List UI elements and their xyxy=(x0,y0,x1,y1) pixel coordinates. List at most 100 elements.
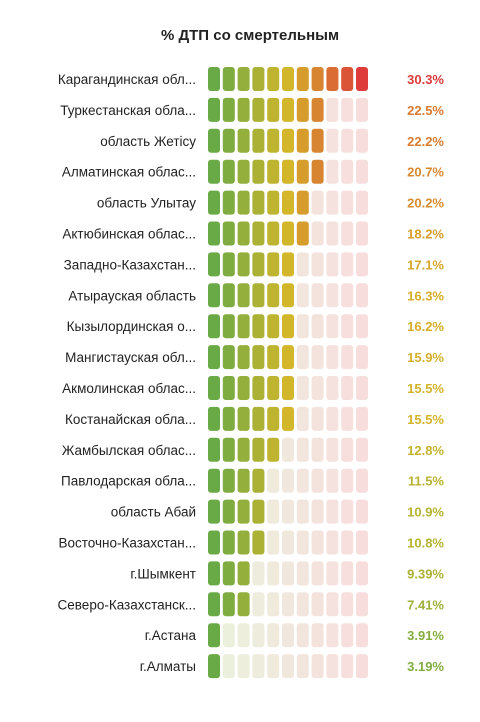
bar-cell-empty xyxy=(311,592,324,617)
bar-cell-empty xyxy=(356,314,368,339)
bar-cell-filled xyxy=(222,252,235,277)
category-label: Туркестанская обла... xyxy=(60,103,196,118)
bar-cell-empty xyxy=(237,623,250,648)
chart-row: Алматинская облас... 20.7% xyxy=(62,159,444,184)
chart-row: Мангистауская обл... 15.9% xyxy=(65,345,444,370)
bar-cell-empty xyxy=(311,314,324,339)
bar-cell-filled xyxy=(237,406,250,431)
bar-cell-filled xyxy=(252,190,265,215)
bar-cell-empty xyxy=(311,561,324,586)
bar-cell-empty xyxy=(326,345,339,370)
bar-cell-filled xyxy=(237,530,250,555)
bar-cell-empty xyxy=(356,499,368,524)
bar-cell-filled xyxy=(296,67,309,91)
bar-cell-filled xyxy=(208,345,220,370)
bar-cell-empty xyxy=(341,97,354,122)
bar-cell-filled xyxy=(208,159,220,184)
bar-cell-filled xyxy=(267,345,280,370)
chart-rows: Карагандинская обл... 30.3% Туркестанская … xyxy=(58,67,444,679)
category-label: область Улытау xyxy=(97,196,196,211)
chart-row: г.Астана 3.91% xyxy=(145,623,444,648)
bar-cell-filled xyxy=(222,314,235,339)
bar-cell-filled xyxy=(222,499,235,524)
category-label: Акмолинская облас... xyxy=(62,381,196,396)
chart-row: область Жетісу 22.2% xyxy=(100,128,444,153)
bar-cell-filled xyxy=(237,252,250,277)
bar-cell-empty xyxy=(341,128,354,153)
chart-row: Костанайская обла... 15.5% xyxy=(65,406,444,431)
value-label: 15.5% xyxy=(407,381,444,396)
bar-cell-empty xyxy=(326,592,339,617)
bar-cell-empty xyxy=(356,97,368,122)
bar-cell-empty xyxy=(326,623,339,648)
bar-cell-filled xyxy=(252,499,265,524)
chart-row: Актюбинская облас... 18.2% xyxy=(62,221,444,246)
bar-cell-filled xyxy=(267,159,280,184)
bar-cell-empty xyxy=(311,623,324,648)
bar-cell-filled xyxy=(237,283,250,308)
value-label: 18.2% xyxy=(407,227,444,242)
bar-cell-empty xyxy=(341,623,354,648)
category-label: Актюбинская облас... xyxy=(62,227,196,242)
bar-cell-filled xyxy=(282,190,294,215)
chart-row: Атырауская область 16.3% xyxy=(68,283,444,308)
bar-cell-empty xyxy=(326,468,339,493)
bar-cell-empty xyxy=(282,561,294,586)
bar-cell-filled xyxy=(222,283,235,308)
bar-cell-empty xyxy=(356,530,368,555)
bar-cell-empty xyxy=(326,314,339,339)
bar-cell-empty xyxy=(252,654,265,679)
bar-cell-empty xyxy=(341,283,354,308)
value-label: 17.1% xyxy=(407,257,444,272)
bar-cell-filled xyxy=(296,190,309,215)
bar-cell-filled xyxy=(237,499,250,524)
bar-cell-empty xyxy=(282,530,294,555)
chart-row: г.Шымкент 9.39% xyxy=(130,561,444,586)
value-label: 30.3% xyxy=(407,72,444,87)
category-label: Костанайская обла... xyxy=(65,412,196,427)
bar-cell-empty xyxy=(296,623,309,648)
bar-cell-empty xyxy=(311,437,324,462)
bar-cell-empty xyxy=(341,190,354,215)
bar-cell-filled xyxy=(208,221,220,246)
bar-cell-empty xyxy=(326,530,339,555)
bar-cell-empty xyxy=(356,283,368,308)
bar-cell-empty xyxy=(341,468,354,493)
value-label: 16.2% xyxy=(407,319,444,334)
bar-cell-empty xyxy=(341,221,354,246)
bar-cell-empty xyxy=(326,499,339,524)
value-label: 3.19% xyxy=(407,659,444,674)
value-label: 10.9% xyxy=(407,505,444,520)
bar-cell-empty xyxy=(311,376,324,400)
bar-cell-empty xyxy=(311,468,324,493)
bar-cell-empty xyxy=(296,468,309,493)
category-label: г.Алматы xyxy=(140,659,196,674)
category-label: Мангистауская обл... xyxy=(65,350,196,365)
bar-cell-empty xyxy=(341,159,354,184)
bar-cell-filled xyxy=(237,97,250,122)
bar-cell-empty xyxy=(356,561,368,586)
category-label: Кызылординская о... xyxy=(67,319,196,334)
bar-cell-filled xyxy=(237,128,250,153)
bar-cell-filled xyxy=(341,67,354,91)
bar-cell-empty xyxy=(356,623,368,648)
bar-cell-empty xyxy=(296,499,309,524)
category-label: Карагандинская обл... xyxy=(58,72,196,87)
bar-cell-filled xyxy=(222,468,235,493)
category-label: Алматинская облас... xyxy=(62,165,196,180)
bar-cell-filled xyxy=(222,190,235,215)
bar-cell-empty xyxy=(252,623,265,648)
bar-cell-filled xyxy=(267,97,280,122)
bar-cell-filled xyxy=(252,97,265,122)
category-label: Восточно-Казахстан... xyxy=(58,536,196,551)
chart-row: область Улытау 20.2% xyxy=(97,190,444,215)
bar-cell-empty xyxy=(356,190,368,215)
category-label: г.Астана xyxy=(145,628,197,643)
bar-cell-filled xyxy=(252,159,265,184)
bar-cell-filled xyxy=(282,67,294,91)
bar-cell-filled xyxy=(282,128,294,153)
bar-cell-filled xyxy=(252,406,265,431)
bar-cell-filled xyxy=(237,376,250,400)
bar-cell-filled xyxy=(208,67,220,91)
